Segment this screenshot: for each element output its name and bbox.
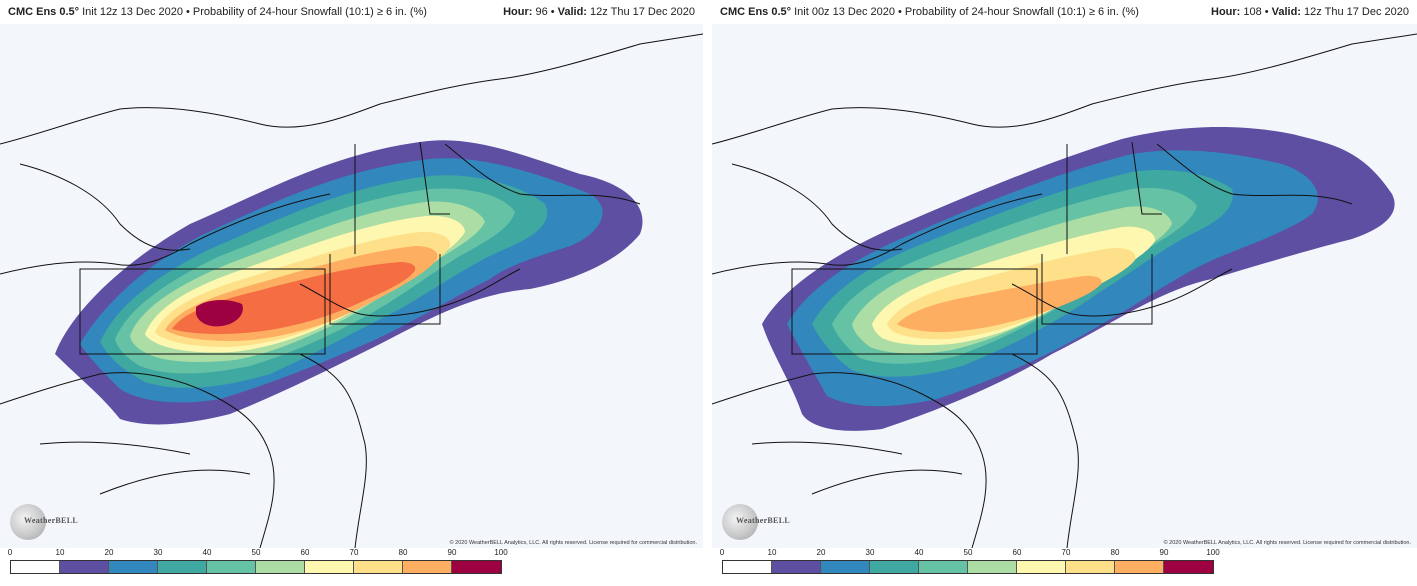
right-colorbar-seg-70-80 [1066, 561, 1115, 573]
right-tick-20: 20 [816, 548, 826, 557]
right-colorbar [722, 560, 1214, 574]
left-product: Probability of 24-hour Snowfall (10:1) ≥… [192, 6, 427, 18]
left-valid-label: Valid: [557, 6, 587, 18]
right-tick-40: 40 [914, 548, 924, 557]
right-panel: CMC Ens 0.5° Init 00z 13 Dec 2020 • Probab… [712, 0, 1417, 586]
right-borders [712, 33, 1417, 548]
right-hour: 108 [1243, 6, 1262, 18]
left-tick-60: 60 [300, 548, 310, 557]
left-valid: 12z Thu 17 Dec 2020 [590, 6, 695, 18]
right-snowfall-contours [762, 127, 1395, 431]
left-colorbar-seg-90-100 [452, 561, 501, 573]
left-init: Init 12z 13 Dec 2020 [82, 6, 183, 18]
left-panel: CMC Ens 0.5° Init 12z 13 Dec 2020 • Probab… [0, 0, 703, 586]
left-tick-80: 80 [398, 548, 408, 557]
left-map: WeatherBELL © 2020 WeatherBELL Analytics… [0, 24, 703, 548]
left-colorbar-seg-80-90 [403, 561, 452, 573]
right-header: CMC Ens 0.5° Init 00z 13 Dec 2020 • Probab… [712, 0, 1417, 24]
right-contour-80 [897, 275, 1102, 332]
right-tick-70: 70 [1061, 548, 1071, 557]
left-colorbar-seg-10-20 [60, 561, 109, 573]
left-model: CMC Ens 0.5° [8, 6, 80, 18]
right-tick-90: 90 [1159, 548, 1169, 557]
left-colorbar-seg-20-30 [109, 561, 158, 573]
left-tick-30: 30 [153, 548, 163, 557]
left-copyright: © 2020 WeatherBELL Analytics, LLC. All r… [449, 540, 697, 546]
right-model: CMC Ens 0.5° [720, 6, 792, 18]
left-colorbar-seg-40-50 [207, 561, 256, 573]
right-valid-label: Valid: [1271, 6, 1301, 18]
right-tick-100: 100 [1206, 548, 1220, 557]
left-logo-text: WeatherBELL [24, 516, 78, 525]
left-colorbar-seg-50-60 [256, 561, 305, 573]
right-colorbar-seg-40-50 [919, 561, 968, 573]
left-colorbar [10, 560, 502, 574]
right-colorbar-seg-30-40 [870, 561, 919, 573]
left-tick-50: 50 [251, 548, 261, 557]
right-tick-30: 30 [865, 548, 875, 557]
left-colorbar-seg-30-40 [158, 561, 207, 573]
right-tick-80: 80 [1110, 548, 1120, 557]
left-hour: 96 [535, 6, 548, 18]
left-tick-90: 90 [447, 548, 457, 557]
left-logo-globe-icon [10, 504, 46, 540]
left-tick-0: 0 [7, 548, 13, 557]
left-colorbar-seg-0-10 [11, 561, 60, 573]
left-tick-10: 10 [55, 548, 65, 557]
right-map-svg [712, 33, 1417, 548]
right-colorbar-seg-80-90 [1115, 561, 1164, 573]
right-tick-0: 0 [719, 548, 725, 557]
right-logo-text: WeatherBELL [736, 516, 790, 525]
left-header: CMC Ens 0.5° Init 12z 13 Dec 2020 • Probab… [0, 0, 703, 24]
left-borders [0, 33, 703, 548]
right-tick-50: 50 [963, 548, 973, 557]
right-colorbar-seg-10-20 [772, 561, 821, 573]
left-contour-100 [196, 300, 243, 327]
right-tick-60: 60 [1012, 548, 1022, 557]
right-tick-10: 10 [767, 548, 777, 557]
left-tick-20: 20 [104, 548, 114, 557]
left-snowfall-contours [55, 140, 643, 425]
right-hour-label: Hour: [1211, 6, 1241, 18]
right-valid: 12z Thu 17 Dec 2020 [1304, 6, 1409, 18]
right-colorbar-seg-60-70 [1017, 561, 1066, 573]
left-map-svg [0, 33, 703, 548]
right-product: Probability of 24-hour Snowfall (10:1) ≥… [904, 6, 1139, 18]
right-colorbar-ticks: 0 10 20 30 40 50 60 70 80 90 100 [719, 548, 1222, 560]
right-copyright: © 2020 WeatherBELL Analytics, LLC. All r… [1163, 540, 1411, 546]
left-tick-100: 100 [494, 548, 508, 557]
left-colorbar-seg-70-80 [354, 561, 403, 573]
left-weatherbell-logo: WeatherBELL [10, 504, 88, 540]
right-weatherbell-logo: WeatherBELL [722, 504, 800, 540]
left-colorbar-ticks: 0 10 20 30 40 50 60 70 80 90 100 [7, 548, 510, 560]
right-init: Init 00z 13 Dec 2020 [794, 6, 895, 18]
right-map: WeatherBELL © 2020 WeatherBELL Analytics… [712, 24, 1417, 548]
right-colorbar-seg-20-30 [821, 561, 870, 573]
left-colorbar-seg-60-70 [305, 561, 354, 573]
left-tick-40: 40 [202, 548, 212, 557]
right-colorbar-seg-90-100 [1164, 561, 1213, 573]
right-colorbar-seg-50-60 [968, 561, 1017, 573]
right-colorbar-seg-0-10 [723, 561, 772, 573]
left-hour-label: Hour: [503, 6, 533, 18]
left-tick-70: 70 [349, 548, 359, 557]
right-logo-globe-icon [722, 504, 758, 540]
